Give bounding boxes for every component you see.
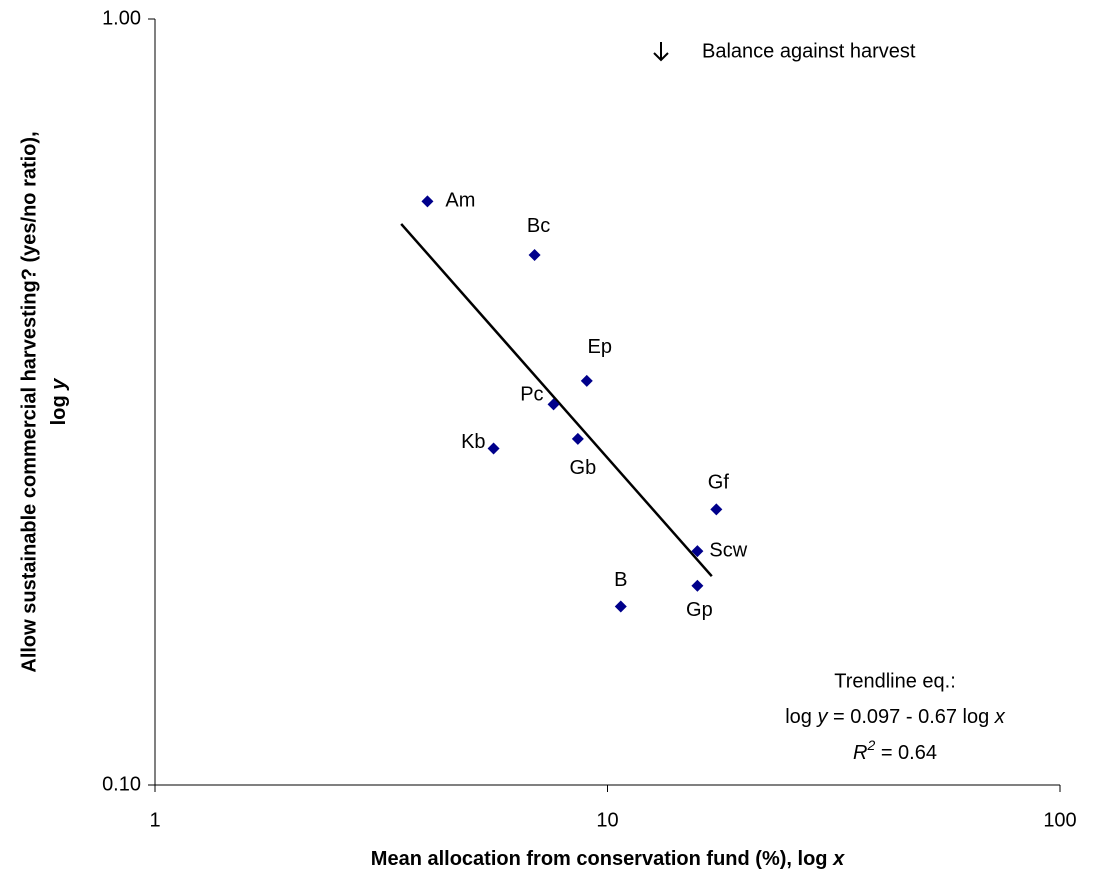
equation-part: log xyxy=(785,706,817,728)
x-axis-title-part: x xyxy=(832,848,845,870)
y-axis-title-part: y xyxy=(48,378,70,391)
trendline-title: Trendline eq.: xyxy=(834,670,956,692)
point-label: Gp xyxy=(686,599,713,621)
x-axis-title: Mean allocation from conservation fund (… xyxy=(371,848,845,870)
y-tick-label: 1.00 xyxy=(102,7,141,29)
point xyxy=(691,579,704,592)
x-tick-label: 100 xyxy=(1043,809,1076,831)
point-label: Pc xyxy=(520,384,543,406)
trendline xyxy=(400,223,713,578)
r2-part: = 0.64 xyxy=(875,742,937,764)
note-arrow xyxy=(653,42,669,62)
point-label: Gf xyxy=(708,472,730,494)
point-label: Bc xyxy=(527,215,550,237)
y-tick-label: 0.10 xyxy=(102,773,141,795)
trendline-r2: R2 = 0.64 xyxy=(853,737,937,765)
equation-part: = 0.097 - 0.67 log xyxy=(827,706,994,728)
point-label: Scw xyxy=(709,539,747,561)
point xyxy=(421,195,434,208)
point xyxy=(571,432,584,445)
point-label: Gb xyxy=(570,457,597,479)
point-label: B xyxy=(614,569,627,591)
point xyxy=(580,374,593,387)
x-tick-label: 1 xyxy=(149,809,160,831)
equation-part: y xyxy=(815,706,828,728)
x-axis-title-part: Mean allocation from conservation fund (… xyxy=(371,848,833,870)
equation-part: x xyxy=(994,706,1006,728)
point xyxy=(487,442,500,455)
point-label: Ep xyxy=(588,336,612,358)
trendline-equation: log y = 0.097 - 0.67 log x xyxy=(785,706,1006,728)
point-label: Am xyxy=(445,190,475,212)
y-axis-title-part: log xyxy=(48,390,70,426)
point xyxy=(710,503,723,516)
x-tick-label: 10 xyxy=(596,809,618,831)
point xyxy=(691,545,704,558)
note: Balance against harvest xyxy=(702,40,916,62)
y-axis-title: log y xyxy=(48,378,70,426)
y-axis-title: Allow sustainable commercial harvesting?… xyxy=(18,131,40,672)
y-axis-title-group: Allow sustainable commercial harvesting?… xyxy=(18,131,70,672)
r2-part: R xyxy=(853,742,867,764)
point xyxy=(528,248,541,261)
r2-part: 2 xyxy=(866,737,875,753)
point xyxy=(614,600,627,613)
point xyxy=(547,398,560,411)
point-label: Kb xyxy=(461,431,485,453)
